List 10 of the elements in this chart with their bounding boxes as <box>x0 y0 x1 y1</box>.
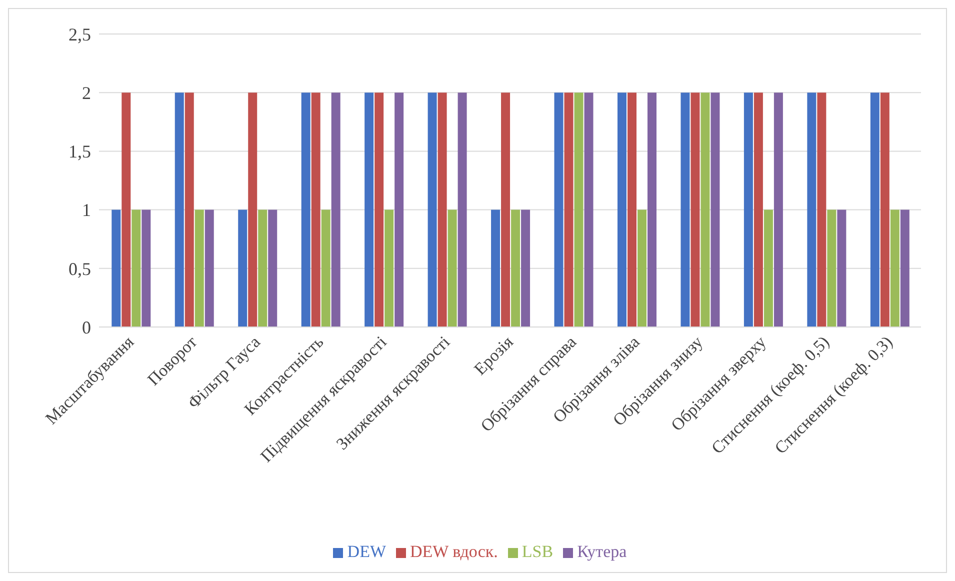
y-tick-label: 0,5 <box>68 258 91 279</box>
y-tick-label: 2,5 <box>68 24 91 44</box>
legend-label: LSB <box>522 542 554 561</box>
legend-label: DEW <box>347 542 386 561</box>
legend-label: Кутера <box>577 542 627 561</box>
legend-label: DEW вдоск. <box>410 542 498 561</box>
y-tick-label: 1,5 <box>68 142 91 162</box>
y-tick-label: 2 <box>82 82 91 103</box>
y-tick-label: 1 <box>82 200 91 220</box>
y-tick-label: 0 <box>82 317 91 338</box>
